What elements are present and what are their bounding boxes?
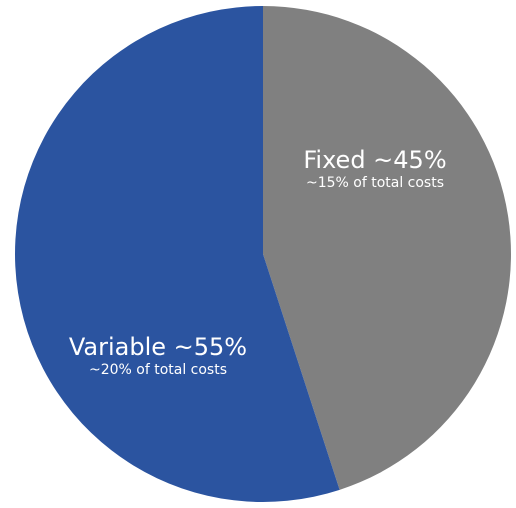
slice-label-variable-sub: ~20% of total costs	[89, 362, 227, 378]
pie-slice-variable	[14, 6, 340, 502]
pie-slices	[14, 6, 511, 502]
slice-label-fixed-main: Fixed ~45%	[303, 146, 446, 174]
slice-label-fixed-sub: ~15% of total costs	[306, 175, 444, 191]
slice-label-fixed: Fixed ~45% ~15% of total costs	[303, 146, 446, 191]
slice-label-variable-main: Variable ~55%	[69, 333, 247, 361]
pie-slice-fixed	[263, 6, 511, 490]
slice-label-variable: Variable ~55% ~20% of total costs	[69, 333, 247, 378]
